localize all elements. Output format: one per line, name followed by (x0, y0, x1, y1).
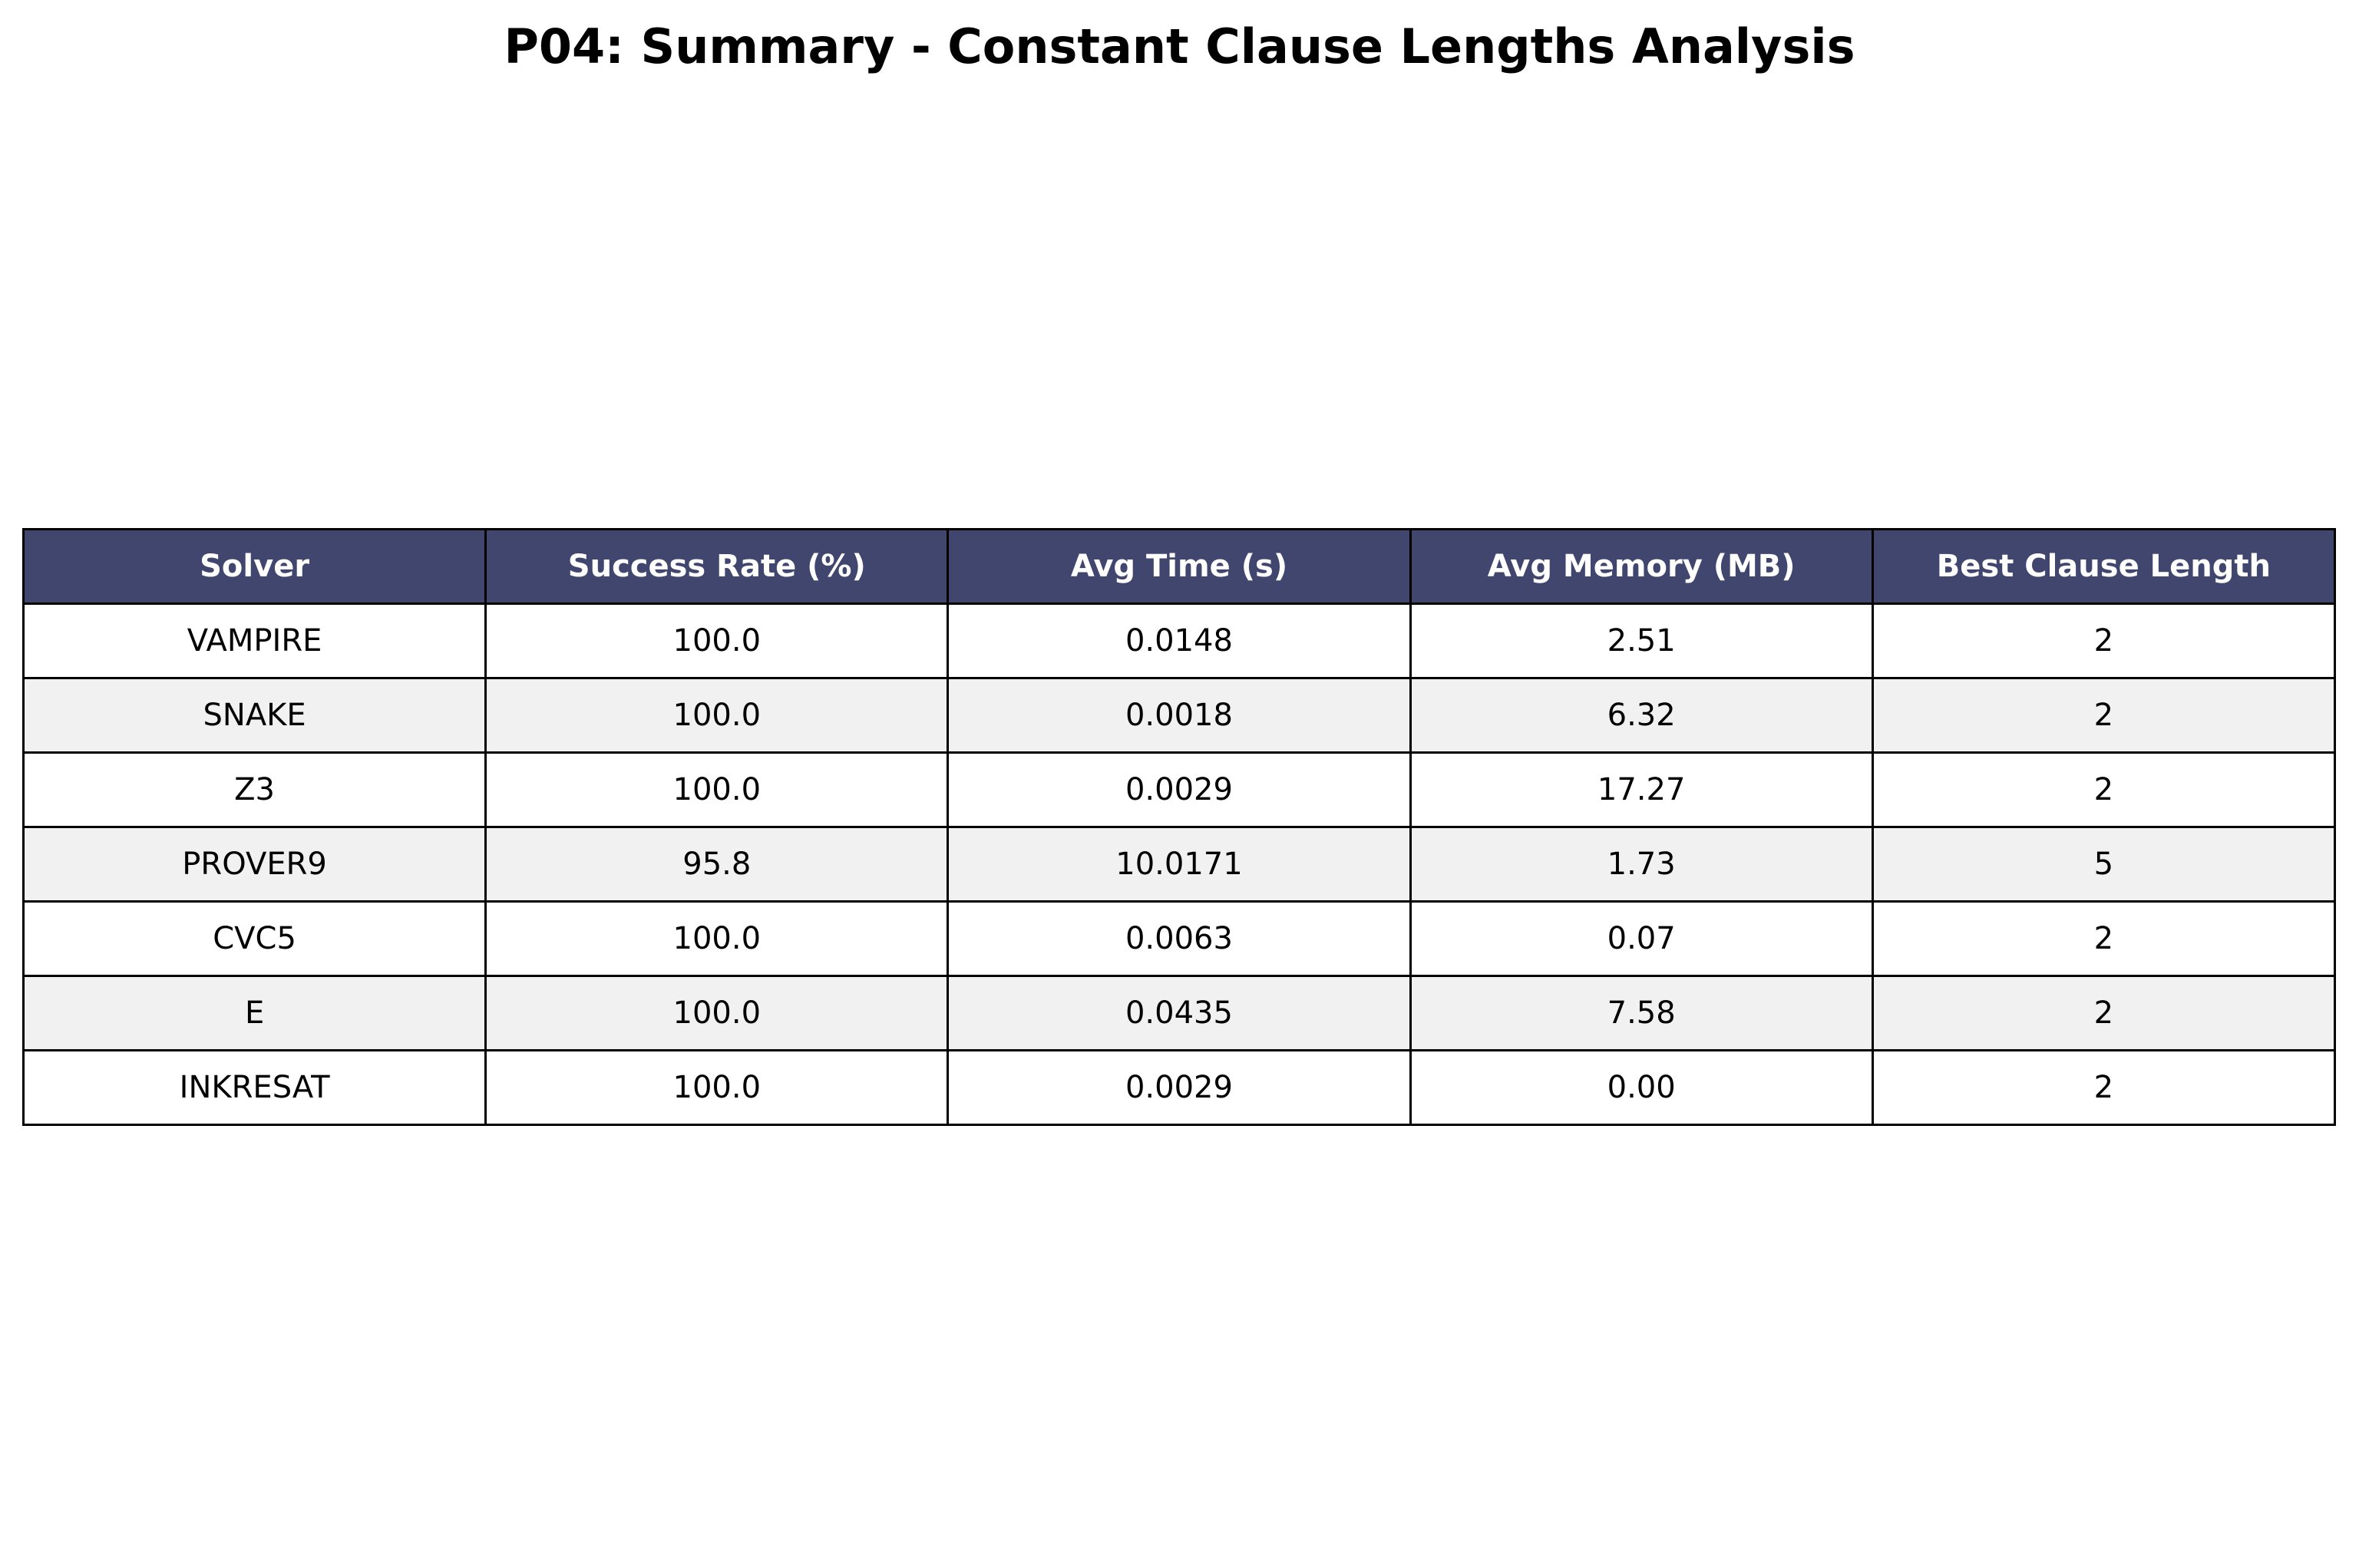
cell-success-rate: 100.0 (484, 602, 950, 679)
summary-table-container: Solver Success Rate (%) Avg Time (s) Avg… (21, 528, 2337, 1126)
cell-avg-memory: 0.07 (1409, 900, 1874, 977)
cell-best-clause-length: 2 (1871, 602, 2337, 679)
cell-avg-time: 0.0029 (947, 1049, 1412, 1126)
table-row: CVC5 100.0 0.0063 0.07 2 (21, 900, 2337, 977)
table-header-row: Solver Success Rate (%) Avg Time (s) Avg… (21, 528, 2337, 605)
table-row: INKRESAT 100.0 0.0029 0.00 2 (21, 1049, 2337, 1126)
cell-avg-memory: 7.58 (1409, 975, 1874, 1051)
cell-best-clause-length: 2 (1871, 900, 2337, 977)
cell-avg-memory: 6.32 (1409, 677, 1874, 754)
cell-avg-time: 0.0435 (947, 975, 1412, 1051)
cell-avg-time: 0.0063 (947, 900, 1412, 977)
cell-solver: E (21, 975, 487, 1051)
cell-best-clause-length: 2 (1871, 975, 2337, 1051)
cell-best-clause-length: 2 (1871, 1049, 2337, 1126)
table-row: VAMPIRE 100.0 0.0148 2.51 2 (21, 602, 2337, 679)
cell-solver: Z3 (21, 751, 487, 828)
cell-avg-memory: 1.73 (1409, 826, 1874, 903)
summary-table: Solver Success Rate (%) Avg Time (s) Avg… (21, 528, 2337, 1126)
chart-title: P04: Summary - Constant Clause Lengths A… (504, 18, 1855, 74)
column-header-best-clause-length: Best Clause Length (1871, 528, 2337, 605)
cell-solver: VAMPIRE (21, 602, 487, 679)
column-header-avg-memory: Avg Memory (MB) (1409, 528, 1874, 605)
cell-solver: INKRESAT (21, 1049, 487, 1126)
cell-success-rate: 100.0 (484, 900, 950, 977)
column-header-avg-time: Avg Time (s) (947, 528, 1412, 605)
cell-solver: CVC5 (21, 900, 487, 977)
cell-success-rate: 100.0 (484, 975, 950, 1051)
cell-success-rate: 100.0 (484, 1049, 950, 1126)
column-header-success-rate: Success Rate (%) (484, 528, 950, 605)
cell-success-rate: 100.0 (484, 677, 950, 754)
cell-solver: SNAKE (21, 677, 487, 754)
table-row: SNAKE 100.0 0.0018 6.32 2 (21, 677, 2337, 754)
cell-best-clause-length: 5 (1871, 826, 2337, 903)
cell-avg-time: 0.0148 (947, 602, 1412, 679)
cell-solver: PROVER9 (21, 826, 487, 903)
cell-success-rate: 100.0 (484, 751, 950, 828)
cell-best-clause-length: 2 (1871, 751, 2337, 828)
table-row: Z3 100.0 0.0029 17.27 2 (21, 751, 2337, 828)
cell-avg-memory: 17.27 (1409, 751, 1874, 828)
cell-avg-time: 0.0029 (947, 751, 1412, 828)
table-row: PROVER9 95.8 10.0171 1.73 5 (21, 826, 2337, 903)
cell-avg-memory: 2.51 (1409, 602, 1874, 679)
cell-avg-time: 10.0171 (947, 826, 1412, 903)
cell-avg-memory: 0.00 (1409, 1049, 1874, 1126)
table-row: E 100.0 0.0435 7.58 2 (21, 975, 2337, 1051)
cell-success-rate: 95.8 (484, 826, 950, 903)
cell-avg-time: 0.0018 (947, 677, 1412, 754)
column-header-solver: Solver (21, 528, 487, 605)
cell-best-clause-length: 2 (1871, 677, 2337, 754)
